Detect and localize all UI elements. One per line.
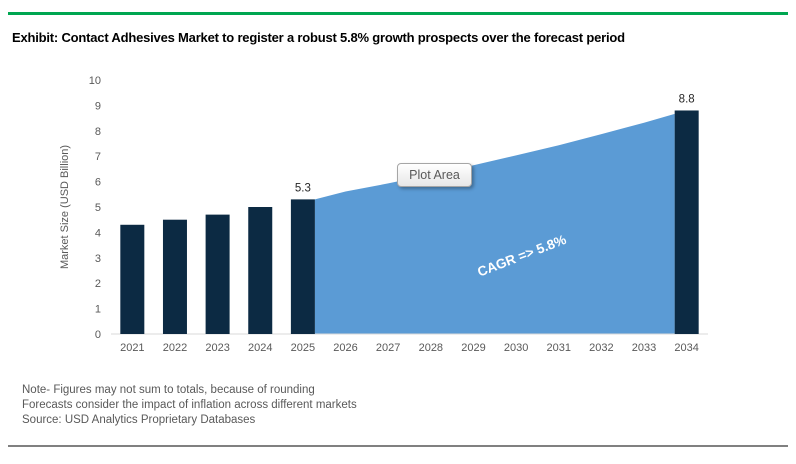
x-tick-label-2028: 2028 <box>419 342 443 354</box>
x-tick-label-2029: 2029 <box>461 342 485 354</box>
x-tick-label-2032: 2032 <box>589 342 613 354</box>
plot-area-tooltip: Plot Area <box>397 163 472 187</box>
x-tick-label-2022: 2022 <box>163 342 187 354</box>
y-tick-label-2: 2 <box>95 278 101 290</box>
bar-2025[interactable] <box>290 199 315 334</box>
bar-2022[interactable] <box>162 219 187 334</box>
x-tick-label-2034: 2034 <box>674 342 698 354</box>
exhibit-title: Exhibit: Contact Adhesives Market to reg… <box>12 30 625 45</box>
x-tick-label-2021: 2021 <box>120 342 144 354</box>
y-tick-label-1: 1 <box>95 304 101 316</box>
y-tick-label-9: 9 <box>95 100 101 112</box>
data-label-2034: 8.8 <box>679 93 695 105</box>
data-label-2025: 5.3 <box>295 182 311 194</box>
y-tick-label-3: 3 <box>95 253 101 265</box>
footnote-line-2: Forecasts consider the impact of inflati… <box>22 399 357 411</box>
bar-2024[interactable] <box>248 207 273 334</box>
y-tick-label-5: 5 <box>95 202 101 214</box>
bottom-divider-line <box>8 445 788 447</box>
y-tick-label-7: 7 <box>95 151 101 163</box>
x-tick-label-2031: 2031 <box>547 342 571 354</box>
bar-2021[interactable] <box>120 224 145 334</box>
footnote-line-1: Note- Figures may not sum to totals, bec… <box>22 384 315 396</box>
y-tick-label-6: 6 <box>95 177 101 189</box>
y-tick-label-10: 10 <box>89 75 101 87</box>
footnotes: Note- Figures may not sum to totals, bec… <box>22 383 357 428</box>
x-tick-label-2025: 2025 <box>291 342 315 354</box>
y-axis-title: Market Size (USD Billion) <box>59 145 71 269</box>
x-tick-label-2023: 2023 <box>205 342 229 354</box>
y-tick-label-0: 0 <box>95 329 101 341</box>
x-tick-label-2026: 2026 <box>333 342 357 354</box>
forecast-area[interactable] <box>314 113 675 335</box>
bar-2034[interactable] <box>674 110 699 334</box>
y-tick-label-8: 8 <box>95 126 101 138</box>
y-tick-label-4: 4 <box>95 227 101 239</box>
top-accent-line <box>8 12 788 15</box>
x-tick-label-2024: 2024 <box>248 342 272 354</box>
x-tick-label-2030: 2030 <box>504 342 528 354</box>
bar-2023[interactable] <box>205 214 230 334</box>
x-tick-label-2027: 2027 <box>376 342 400 354</box>
x-tick-label-2033: 2033 <box>632 342 656 354</box>
footnote-line-3: Source: USD Analytics Proprietary Databa… <box>22 414 256 426</box>
